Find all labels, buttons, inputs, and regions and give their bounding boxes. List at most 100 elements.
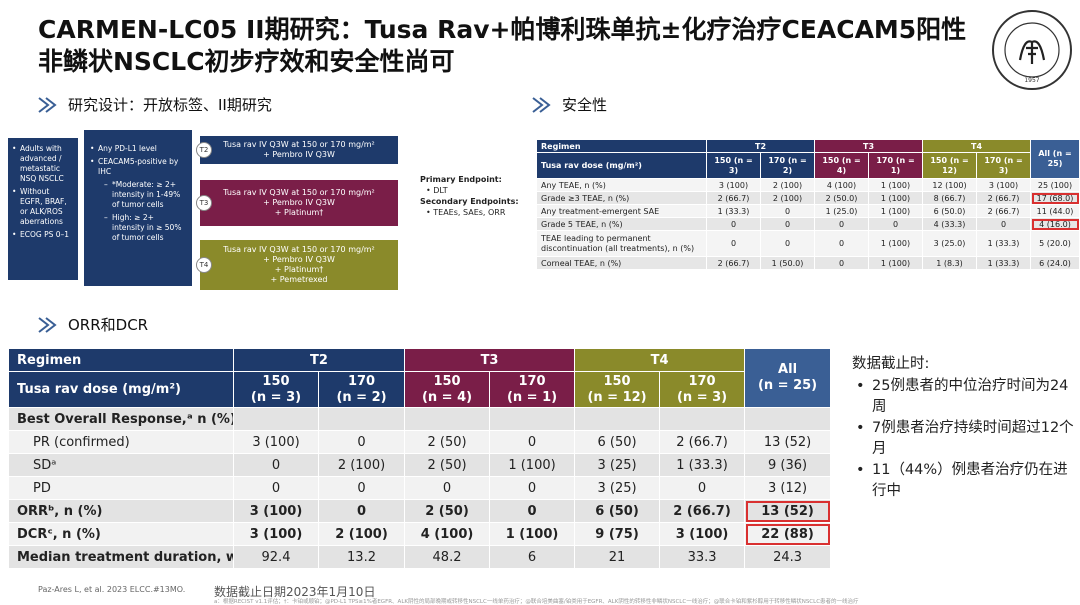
- efficacy-cell: 9 (75): [574, 522, 661, 546]
- safety-table: Regimen T2 T3 T4 All (n = 25) Tusa rav d…: [536, 139, 1080, 270]
- safety-cell: 25 (100): [1030, 178, 1080, 192]
- arm-line: + Pembro IV Q3W: [263, 198, 335, 207]
- safety-cell: 1 (33.3): [976, 230, 1031, 257]
- safety-row-label: Grade 5 TEAE, n (%): [536, 217, 707, 231]
- safety-cell: 2 (50.0): [814, 191, 869, 205]
- efficacy-cell: 0: [317, 430, 406, 454]
- efficacy-row: Median treatment duration, weeks 92.4 13…: [8, 545, 832, 569]
- efficacy-group-t3: T3: [404, 348, 576, 372]
- efficacy-cell: 13.2: [317, 545, 406, 569]
- dose-n: (n = 3): [676, 389, 728, 405]
- biomarker-high: High: ≥ 2+ intensity in ≥ 50% of tumor c…: [104, 213, 186, 243]
- safety-cell: 0: [976, 217, 1031, 231]
- arm-tag-t3: T3: [196, 195, 212, 211]
- primary-endpoint: DLT: [433, 186, 448, 195]
- efficacy-cell: 0: [317, 499, 406, 523]
- safety-dose-all: All (n = 25): [1030, 139, 1080, 179]
- safety-row: Corneal TEAE, n (%) 2 (66.7) 1 (50.0) 0 …: [536, 256, 1080, 270]
- efficacy-cell: 0: [489, 499, 576, 523]
- arm-line: Tusa rav IV Q3W at 150 or 170 mg/m²: [223, 140, 375, 149]
- efficacy-cell: 2 (66.7): [659, 430, 746, 454]
- efficacy-cell: 2 (100): [317, 453, 406, 477]
- dose-n: (n = 2): [336, 389, 387, 405]
- safety-row: Any treatment-emergent SAE 1 (33.3) 0 1 …: [536, 204, 1080, 218]
- efficacy-group-t2: T2: [232, 348, 406, 372]
- page-title: CARMEN-LC05 II期研究：Tusa Rav+帕博利珠单抗±化疗治疗CE…: [38, 15, 967, 76]
- efficacy-cell: 3 (100): [233, 430, 319, 454]
- safety-cell: 4 (100): [814, 178, 869, 192]
- efficacy-row-label: PD: [8, 476, 234, 500]
- safety-cell-highlighted: 4 (16.0): [1030, 217, 1080, 231]
- note-item: 11（44%）例患者治疗仍在进行中: [852, 460, 1077, 502]
- efficacy-row-label: ORRᵇ, n (%): [8, 499, 234, 523]
- arm-line: + Pemetrexed: [270, 275, 328, 284]
- safety-cell: 5 (20.0): [1030, 230, 1080, 257]
- safety-row: Grade 5 TEAE, n (%) 0 0 0 0 4 (33.3) 0 4…: [536, 217, 1080, 231]
- efficacy-cell: 0: [233, 476, 319, 500]
- safety-cell: 1 (100): [868, 256, 923, 270]
- safety-cell: 1 (33.3): [706, 204, 761, 218]
- safety-section-header: 安全性: [530, 94, 607, 115]
- safety-cell: 0: [760, 217, 815, 231]
- safety-row-label: Corneal TEAE, n (%): [536, 256, 707, 270]
- safety-row: Any TEAE, n (%) 3 (100) 2 (100) 4 (100) …: [536, 178, 1080, 192]
- efficacy-table: Regimen T2 T3 T4 All (n = 25) Tusa rav d…: [8, 348, 832, 569]
- efficacy-cell: 1 (33.3): [659, 453, 746, 477]
- efficacy-cell: 3 (25): [574, 476, 661, 500]
- efficacy-cell-highlighted: 22 (88): [744, 522, 832, 546]
- safety-row-label: TEAE leading to permanent discontinuatio…: [536, 230, 707, 257]
- design-heading: 研究设计：开放标签、II期研究: [68, 96, 272, 114]
- criteria-item: Without EGFR, BRAF, or ALK/ROS aberratio…: [12, 187, 74, 227]
- safety-cell: 3 (100): [976, 178, 1031, 192]
- biomarker-item: Any PD-L1 level: [90, 144, 186, 154]
- arm-t3: Tusa rav IV Q3W at 150 or 170 mg/m² + Pe…: [200, 180, 398, 226]
- arm-tag-t2: T2: [196, 142, 212, 158]
- notes-heading: 数据截止时:: [852, 356, 930, 372]
- safety-row: TEAE leading to permanent discontinuatio…: [536, 230, 1080, 257]
- biomarker-moderate: *Moderate: ≥ 2+ intensity in 1-49% of tu…: [104, 180, 186, 210]
- safety-cell: 1 (25.0): [814, 204, 869, 218]
- patient-criteria-box: Adults with advanced / metastatic NSQ NS…: [8, 138, 78, 280]
- efficacy-cell: 0: [659, 476, 746, 500]
- safety-row-label: Any TEAE, n (%): [536, 178, 707, 192]
- efficacy-cell: 2 (66.7): [659, 499, 746, 523]
- criteria-item: Adults with advanced / metastatic NSQ NS…: [12, 144, 74, 184]
- efficacy-dose: 150 (n = 4): [404, 371, 491, 408]
- safety-row-label: Grade ≥3 TEAE, n (%): [536, 191, 707, 205]
- safety-regimen-label: Regimen: [536, 139, 707, 153]
- efficacy-cell: 92.4: [233, 545, 319, 569]
- secondary-endpoint: TEAEs, SAEs, ORR: [433, 208, 506, 217]
- safety-group-t3: T3: [814, 139, 923, 153]
- efficacy-cell: 4 (100): [404, 522, 491, 546]
- note-item: 25例患者的中位治疗时间为24周: [852, 376, 1077, 418]
- safety-cell: 0: [760, 204, 815, 218]
- safety-dose: 150 (n = 3): [706, 152, 761, 179]
- chevron-right-icon: [532, 96, 551, 113]
- safety-cell: 2 (66.7): [706, 191, 761, 205]
- dose-value: 170: [347, 373, 376, 389]
- safety-cell: 2 (100): [760, 191, 815, 205]
- safety-dose: 150 (n = 4): [814, 152, 869, 179]
- dose-value: 170: [688, 373, 716, 389]
- efficacy-cell: 3 (25): [574, 453, 661, 477]
- dose-n: (n = 25): [757, 378, 818, 393]
- efficacy-cell: 2 (100): [317, 522, 406, 546]
- efficacy-cell: 13 (52): [744, 430, 832, 454]
- efficacy-dose: 170 (n = 2): [317, 371, 406, 408]
- efficacy-cell: 3 (100): [659, 522, 746, 546]
- data-cutoff-date: 数据截止日期2023年1月10日: [214, 585, 376, 599]
- efficacy-cell: 0: [489, 476, 576, 500]
- efficacy-row: DCRᶜ, n (%) 3 (100) 2 (100) 4 (100) 1 (1…: [8, 522, 832, 546]
- safety-cell: 0: [814, 256, 869, 270]
- efficacy-cell: 1 (100): [489, 453, 576, 477]
- primary-endpoint-label: Primary Endpoint:: [420, 175, 502, 184]
- safety-cell: 0: [706, 230, 761, 257]
- dose-n: (n = 3): [250, 389, 302, 405]
- dose-value: 150: [262, 373, 290, 389]
- hospital-logo: 1957: [992, 10, 1072, 90]
- dose-value: 150: [603, 373, 631, 389]
- safety-dose-label: Tusa rav dose (mg/m²): [536, 152, 707, 179]
- safety-cell: 0: [814, 217, 869, 231]
- efficacy-section-header: ORR和DCR: [36, 314, 148, 335]
- safety-cell: 1 (100): [868, 230, 923, 257]
